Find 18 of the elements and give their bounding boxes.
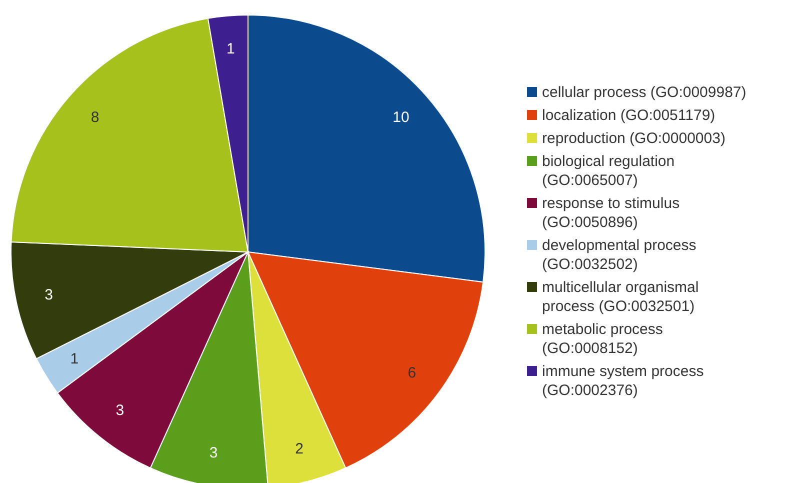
legend-label: biological regulation (GO:0065007) <box>542 152 675 188</box>
legend-label: response to stimulus (GO:0050896) <box>542 194 680 230</box>
data-label: 10 <box>392 108 410 126</box>
legend-label: localization (GO:0051179) <box>542 106 716 124</box>
data-label: 8 <box>90 108 100 126</box>
data-label: 1 <box>70 350 79 368</box>
data-label: 3 <box>116 402 124 420</box>
legend-label: multicellular organismal process (GO:0032501) <box>542 278 699 314</box>
legend-label: reproduction (GO:0000003) <box>542 130 726 146</box>
data-label: 3 <box>44 286 53 304</box>
legend-label: immune system process (GO:0002376) <box>542 362 704 398</box>
data-label: 6 <box>408 364 416 382</box>
legend-label: developmental process (GO:0032502) <box>542 236 696 272</box>
data-label: 1 <box>226 40 235 58</box>
data-label: 3 <box>209 444 218 462</box>
legend-label: cellular process (GO:0009987) <box>542 84 746 100</box>
legend-label: metabolic process (GO:0008152) <box>542 320 663 356</box>
data-label: 2 <box>295 440 304 458</box>
